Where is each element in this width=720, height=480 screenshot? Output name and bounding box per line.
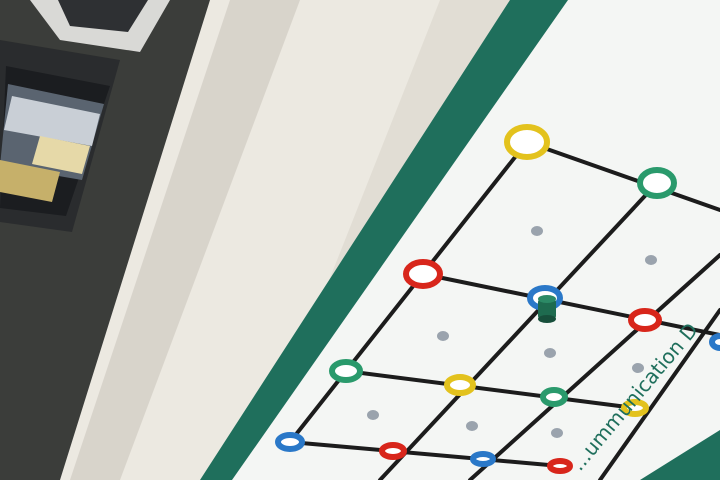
grid-line-mid-diagonal bbox=[378, 181, 659, 480]
ring-top-corner bbox=[504, 124, 550, 160]
ring-mid-right bbox=[628, 308, 662, 332]
grid-line-far-right bbox=[598, 308, 720, 480]
robot-peg bbox=[538, 295, 556, 323]
rings bbox=[275, 124, 720, 474]
screen-yellow-panel bbox=[0, 160, 60, 202]
grid-lines bbox=[288, 140, 720, 480]
screen-thumbnail bbox=[32, 136, 90, 174]
ring-top-right bbox=[637, 167, 677, 199]
ring-mid-left bbox=[403, 259, 443, 289]
laptop bbox=[0, 0, 170, 232]
ring-bottom-a bbox=[379, 442, 407, 460]
ring-edge-right bbox=[709, 333, 720, 351]
keyboard-keys bbox=[58, 0, 148, 32]
grid-dot bbox=[632, 363, 644, 373]
grid-dots bbox=[367, 226, 657, 438]
fabric-fold bbox=[70, 0, 300, 480]
ring-bottom-c bbox=[547, 458, 573, 474]
grid-line-right-diagonal bbox=[468, 253, 720, 480]
ring-lower-left bbox=[329, 359, 363, 383]
mat-corner-band bbox=[640, 430, 720, 480]
grid-dot bbox=[531, 226, 543, 236]
robot-top bbox=[538, 295, 556, 303]
ring-lower-center bbox=[444, 374, 476, 396]
grid-line-bottom-row bbox=[288, 440, 562, 468]
ring-bottom-b bbox=[470, 451, 496, 467]
ring-lower-mid bbox=[540, 387, 568, 407]
grid-dot bbox=[551, 428, 563, 438]
screen-table-panel bbox=[4, 96, 100, 146]
grid-line-upper-row bbox=[421, 272, 720, 337]
robot-body bbox=[538, 299, 556, 319]
ring-lower-right bbox=[621, 399, 649, 417]
grid-dot bbox=[437, 331, 449, 341]
grid-line-left-diagonal bbox=[288, 140, 529, 444]
robot-base bbox=[538, 315, 556, 323]
grid-line-top bbox=[525, 140, 720, 212]
ring-bottom-left bbox=[275, 432, 305, 452]
grid-line-middle-row bbox=[344, 369, 637, 410]
grid-dot bbox=[645, 255, 657, 265]
grid-dot bbox=[466, 421, 478, 431]
grid-dot bbox=[544, 348, 556, 358]
grid-dot bbox=[367, 410, 379, 420]
